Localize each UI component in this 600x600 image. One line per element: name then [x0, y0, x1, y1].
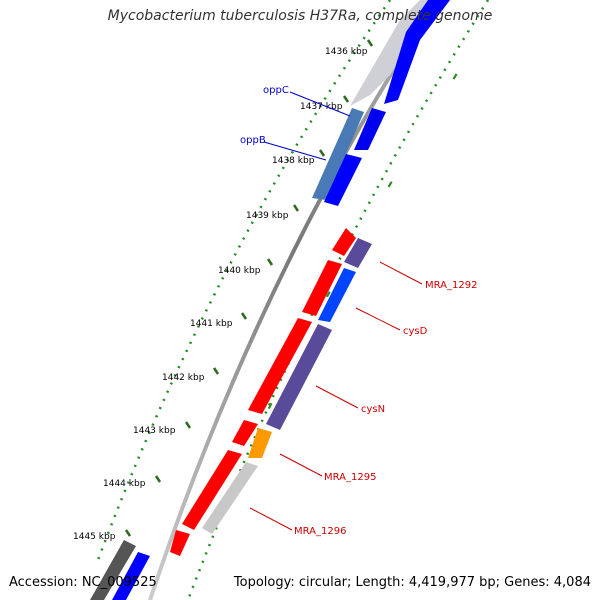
gene-label-MRA_1292: MRA_1292	[425, 280, 477, 291]
tick-label: 1437 kbp	[300, 102, 343, 112]
tick-label: 1443 kbp	[133, 426, 176, 436]
gene-label-MRA_1296: MRA_1296	[294, 526, 346, 537]
MRA_1295-callout	[279, 453, 323, 477]
gene-label-cysD: cysD	[403, 326, 428, 337]
tick-mark	[212, 367, 220, 375]
cysN-callout	[315, 385, 359, 409]
MRA_1292-callout	[379, 261, 423, 285]
inner-dotted-track	[96, 0, 392, 561]
gene-callout-lines	[249, 91, 423, 531]
red-gene	[248, 318, 312, 414]
cysD-callout	[355, 307, 401, 331]
tick-mark	[318, 149, 326, 157]
tick-mark	[154, 475, 162, 483]
gene-labels: oppC oppB MRA_1292 cysD cysN MRA_1295 MR…	[240, 85, 477, 537]
oppC-callout	[289, 91, 351, 117]
blue-gene	[354, 108, 386, 150]
tick-label: 1441 kbp	[190, 319, 233, 329]
tick-label: 1438 kbp	[272, 156, 315, 166]
red-gene	[182, 450, 242, 530]
genome-summary-text: Topology: circular; Length: 4,419,977 bp…	[233, 575, 591, 590]
MRA_1292-feature	[344, 238, 372, 268]
ruler-ticks	[124, 39, 374, 537]
tick-mark	[184, 421, 192, 429]
cysN-feature	[266, 324, 332, 430]
accession-text: Accession: NC_009525	[9, 575, 157, 590]
dark-gray-feature	[90, 540, 136, 600]
tick-mark	[124, 529, 132, 537]
MRA_1296-feature	[202, 462, 258, 534]
red-features	[170, 228, 356, 556]
red-gene	[232, 420, 258, 446]
red-gene	[302, 260, 342, 316]
tick-mark	[342, 95, 350, 103]
orange-feature	[248, 428, 272, 458]
red-gene	[332, 228, 356, 256]
ruler-tick-labels: 1436 kbp 1437 kbp 1438 kbp 1439 kbp 1440…	[73, 47, 368, 542]
tick-mark	[266, 258, 274, 266]
blue-features	[112, 0, 450, 600]
tick-label: 1442 kbp	[162, 373, 205, 383]
oppC-feature	[312, 108, 364, 200]
tick-mark	[366, 39, 374, 47]
gene-label-MRA_1295: MRA_1295	[324, 472, 376, 483]
gene-label-oppB: oppB	[240, 135, 266, 146]
map-title: Mycobacterium tuberculosis H37Ra, comple…	[107, 8, 493, 24]
purple-features	[266, 238, 372, 430]
tick-label: 1444 kbp	[103, 479, 146, 489]
MRA_1296-callout	[249, 507, 293, 531]
cysD-feature	[318, 268, 356, 322]
oppB-feature	[324, 154, 362, 206]
genome-backbone	[148, 0, 440, 600]
gene-label-cysN: cysN	[361, 404, 385, 415]
red-gene	[170, 530, 190, 556]
tick-mark	[292, 204, 300, 212]
oppB-callout	[263, 141, 327, 161]
tick-label: 1436 kbp	[325, 47, 368, 57]
blue-gene	[112, 552, 150, 600]
tick-label: 1440 kbp	[218, 266, 261, 276]
blue-gene	[384, 0, 450, 104]
tick-label: 1439 kbp	[246, 211, 289, 221]
tick-mark	[240, 312, 248, 320]
tick-label: 1445 kbp	[73, 532, 116, 542]
gene-label-oppC: oppC	[263, 85, 289, 96]
